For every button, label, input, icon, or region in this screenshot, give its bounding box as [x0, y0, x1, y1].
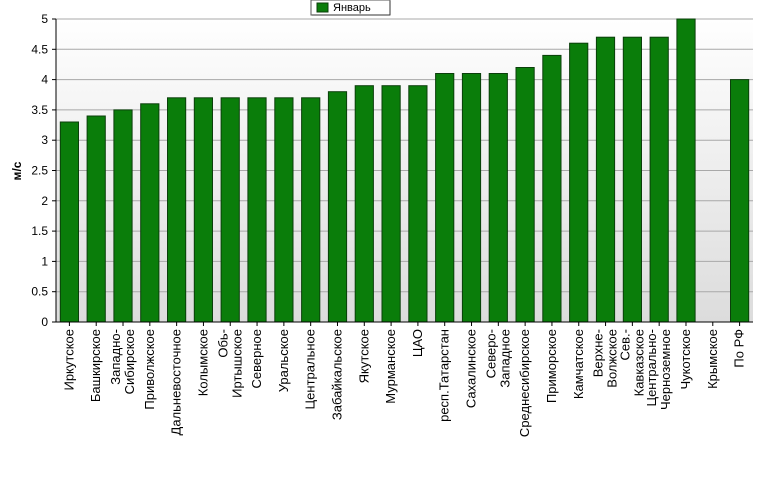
bar: [649, 36, 669, 323]
bar: [113, 109, 133, 323]
bar: [622, 36, 642, 323]
bar: [301, 97, 321, 323]
bar: [488, 73, 508, 323]
x-category-label: Западно-: [108, 329, 123, 385]
x-category-label: Крымское: [705, 329, 720, 389]
x-category-label: Забайкальское: [330, 329, 345, 420]
x-category-label: Якутское: [356, 329, 371, 383]
y-tick-label: 0: [41, 315, 48, 329]
bar: [461, 73, 482, 323]
x-category-label: Обь-: [215, 329, 230, 358]
y-tick-label: 2.5: [31, 164, 48, 178]
y-tick-label: 5: [41, 12, 48, 26]
x-category-label: Черноземное: [658, 329, 673, 410]
bar: [220, 97, 240, 323]
bar: [569, 42, 589, 323]
x-category-label: Чукотское: [678, 329, 693, 390]
x-category-label: Кавказское: [631, 329, 646, 396]
legend-label: Январь: [333, 2, 371, 14]
x-category-label: Верхне-: [591, 329, 606, 377]
bar: [515, 67, 535, 323]
y-tick-label: 0.5: [31, 285, 48, 299]
bar: [542, 54, 562, 323]
x-category-label: По РФ: [732, 329, 747, 368]
x-category-label: Сахалинское: [464, 329, 479, 408]
y-tick-label: 1: [41, 254, 48, 268]
bar: [354, 85, 374, 323]
y-tick-label: 2: [41, 194, 48, 208]
x-category-label: Иртышское: [229, 329, 244, 398]
bar: [435, 73, 455, 323]
x-category-label: Сев.-: [617, 329, 632, 360]
y-tick-label: 4.5: [31, 42, 48, 56]
bar: [86, 115, 106, 323]
x-category-label: Северное: [249, 329, 264, 388]
x-category-label: Волжское: [605, 329, 620, 388]
bar: [327, 91, 348, 323]
y-tick-label: 1.5: [31, 224, 48, 238]
legend: Январь: [310, 0, 391, 16]
y-axis-title: м/с: [10, 161, 24, 180]
x-category-label: Иркутское: [61, 329, 76, 391]
bar: [247, 97, 267, 323]
bars: [59, 18, 750, 323]
legend-swatch: [316, 2, 329, 13]
bar: [595, 36, 616, 323]
x-category-label: Башкирское: [88, 329, 103, 402]
bar: [59, 121, 79, 323]
bar: [676, 18, 696, 323]
x-category-label: ЦАО: [410, 329, 425, 357]
y-tick-label: 3: [41, 133, 48, 147]
x-category-label: Центральное: [303, 329, 318, 409]
x-category-label: Центрально-: [644, 329, 659, 407]
bar: [193, 97, 214, 323]
x-category-label: Среднесибирское: [517, 329, 532, 437]
x-category-label: Сибирское: [122, 329, 137, 394]
x-category-label: Дальневосточное: [169, 329, 184, 435]
x-category-label: Приволжское: [142, 329, 157, 410]
bar: [408, 85, 428, 323]
bar: [730, 79, 750, 323]
x-category-labels: Иркутское Башкирское Западно- Сибирское Прив…: [61, 322, 747, 437]
x-category-label: Северо-: [483, 329, 498, 378]
bar: [167, 97, 187, 323]
y-tick-label: 3.5: [31, 103, 48, 117]
x-category-label: Приморское: [544, 329, 559, 403]
y-tick-label: 4: [41, 73, 48, 87]
x-category-label: Колымское: [195, 329, 210, 396]
x-category-label: Западное: [497, 329, 512, 388]
bar: [381, 85, 401, 323]
bar: [140, 103, 160, 323]
bar: [274, 97, 294, 323]
y-tick-labels: 0 0.5 1 1.5 2 2.5 3 3.5 4 4.5 5: [31, 12, 56, 329]
x-category-label: респ.Татарстан: [437, 329, 452, 422]
x-category-label: Уральское: [276, 329, 291, 392]
x-category-label: Мурманское: [383, 329, 398, 404]
x-category-label: Камчатское: [571, 329, 586, 399]
